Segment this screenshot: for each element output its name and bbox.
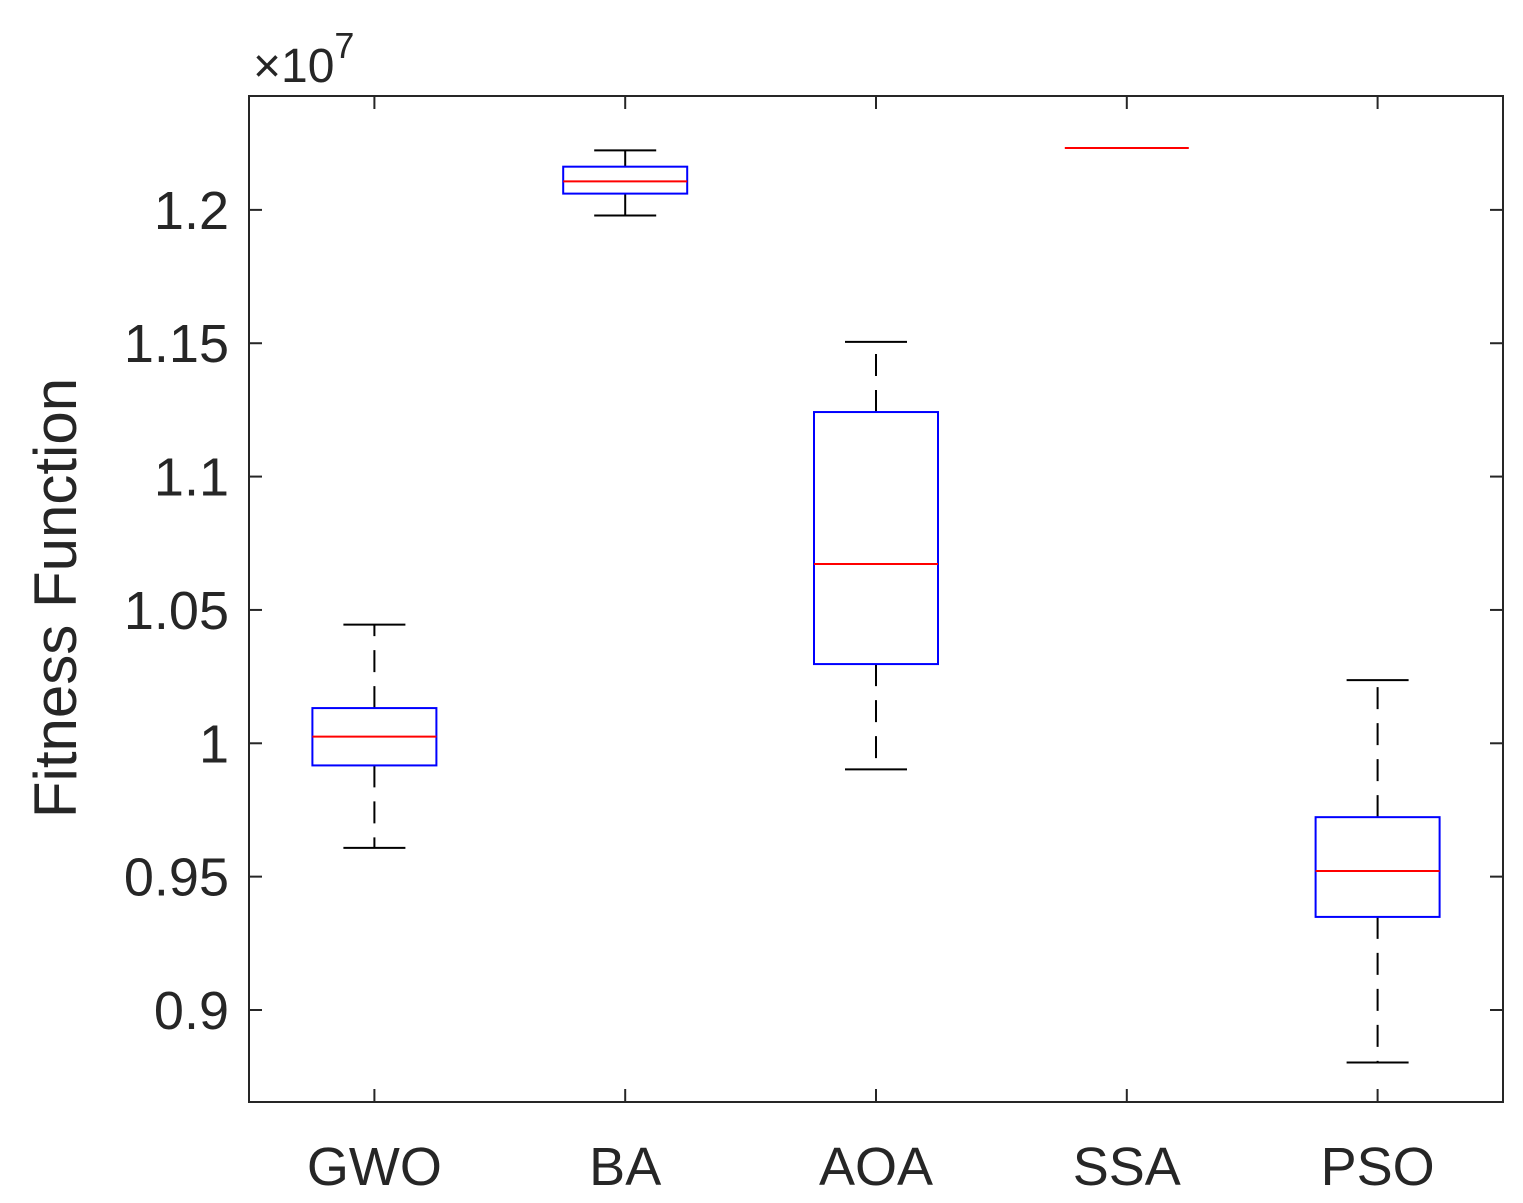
y-tick-label: 1	[199, 714, 229, 774]
box-group-pso	[1314, 679, 1441, 1064]
y-tick-label: 0.9	[154, 981, 229, 1041]
plot-marks	[311, 147, 1441, 1064]
box-group-aoa	[813, 340, 939, 771]
axes-frame	[248, 95, 1504, 1103]
y-tick-label: 1.1	[154, 448, 229, 508]
y-exponent-power: 7	[334, 25, 354, 66]
y-tick-label: 0.95	[124, 848, 229, 908]
y-tick-label: 1.2	[154, 181, 229, 241]
y-tick-label: 1.15	[124, 314, 229, 374]
x-tick-label: AOA	[819, 1137, 933, 1197]
box-group-ba	[562, 149, 689, 217]
x-tick-label: GWO	[307, 1137, 442, 1197]
iqr-box	[1314, 816, 1441, 918]
x-tick-label: BA	[589, 1137, 661, 1197]
axis-ticks: 0.9 0.95 1 1.05 1.1 1.15 1.2 GWO BA AOA SSA PSO	[124, 96, 1503, 1197]
iqr-box	[562, 165, 689, 195]
x-tick-label: PSO	[1321, 1137, 1435, 1197]
x-tick-label: SSA	[1073, 1137, 1181, 1197]
iqr-box	[813, 411, 939, 666]
y-tick-label: 1.05	[124, 581, 229, 641]
box-group-gwo	[311, 623, 438, 849]
y-exponent-label: ×107	[253, 25, 354, 93]
y-exponent-base: ×10	[253, 40, 334, 93]
y-axis-label: Fitness Function	[22, 378, 89, 818]
